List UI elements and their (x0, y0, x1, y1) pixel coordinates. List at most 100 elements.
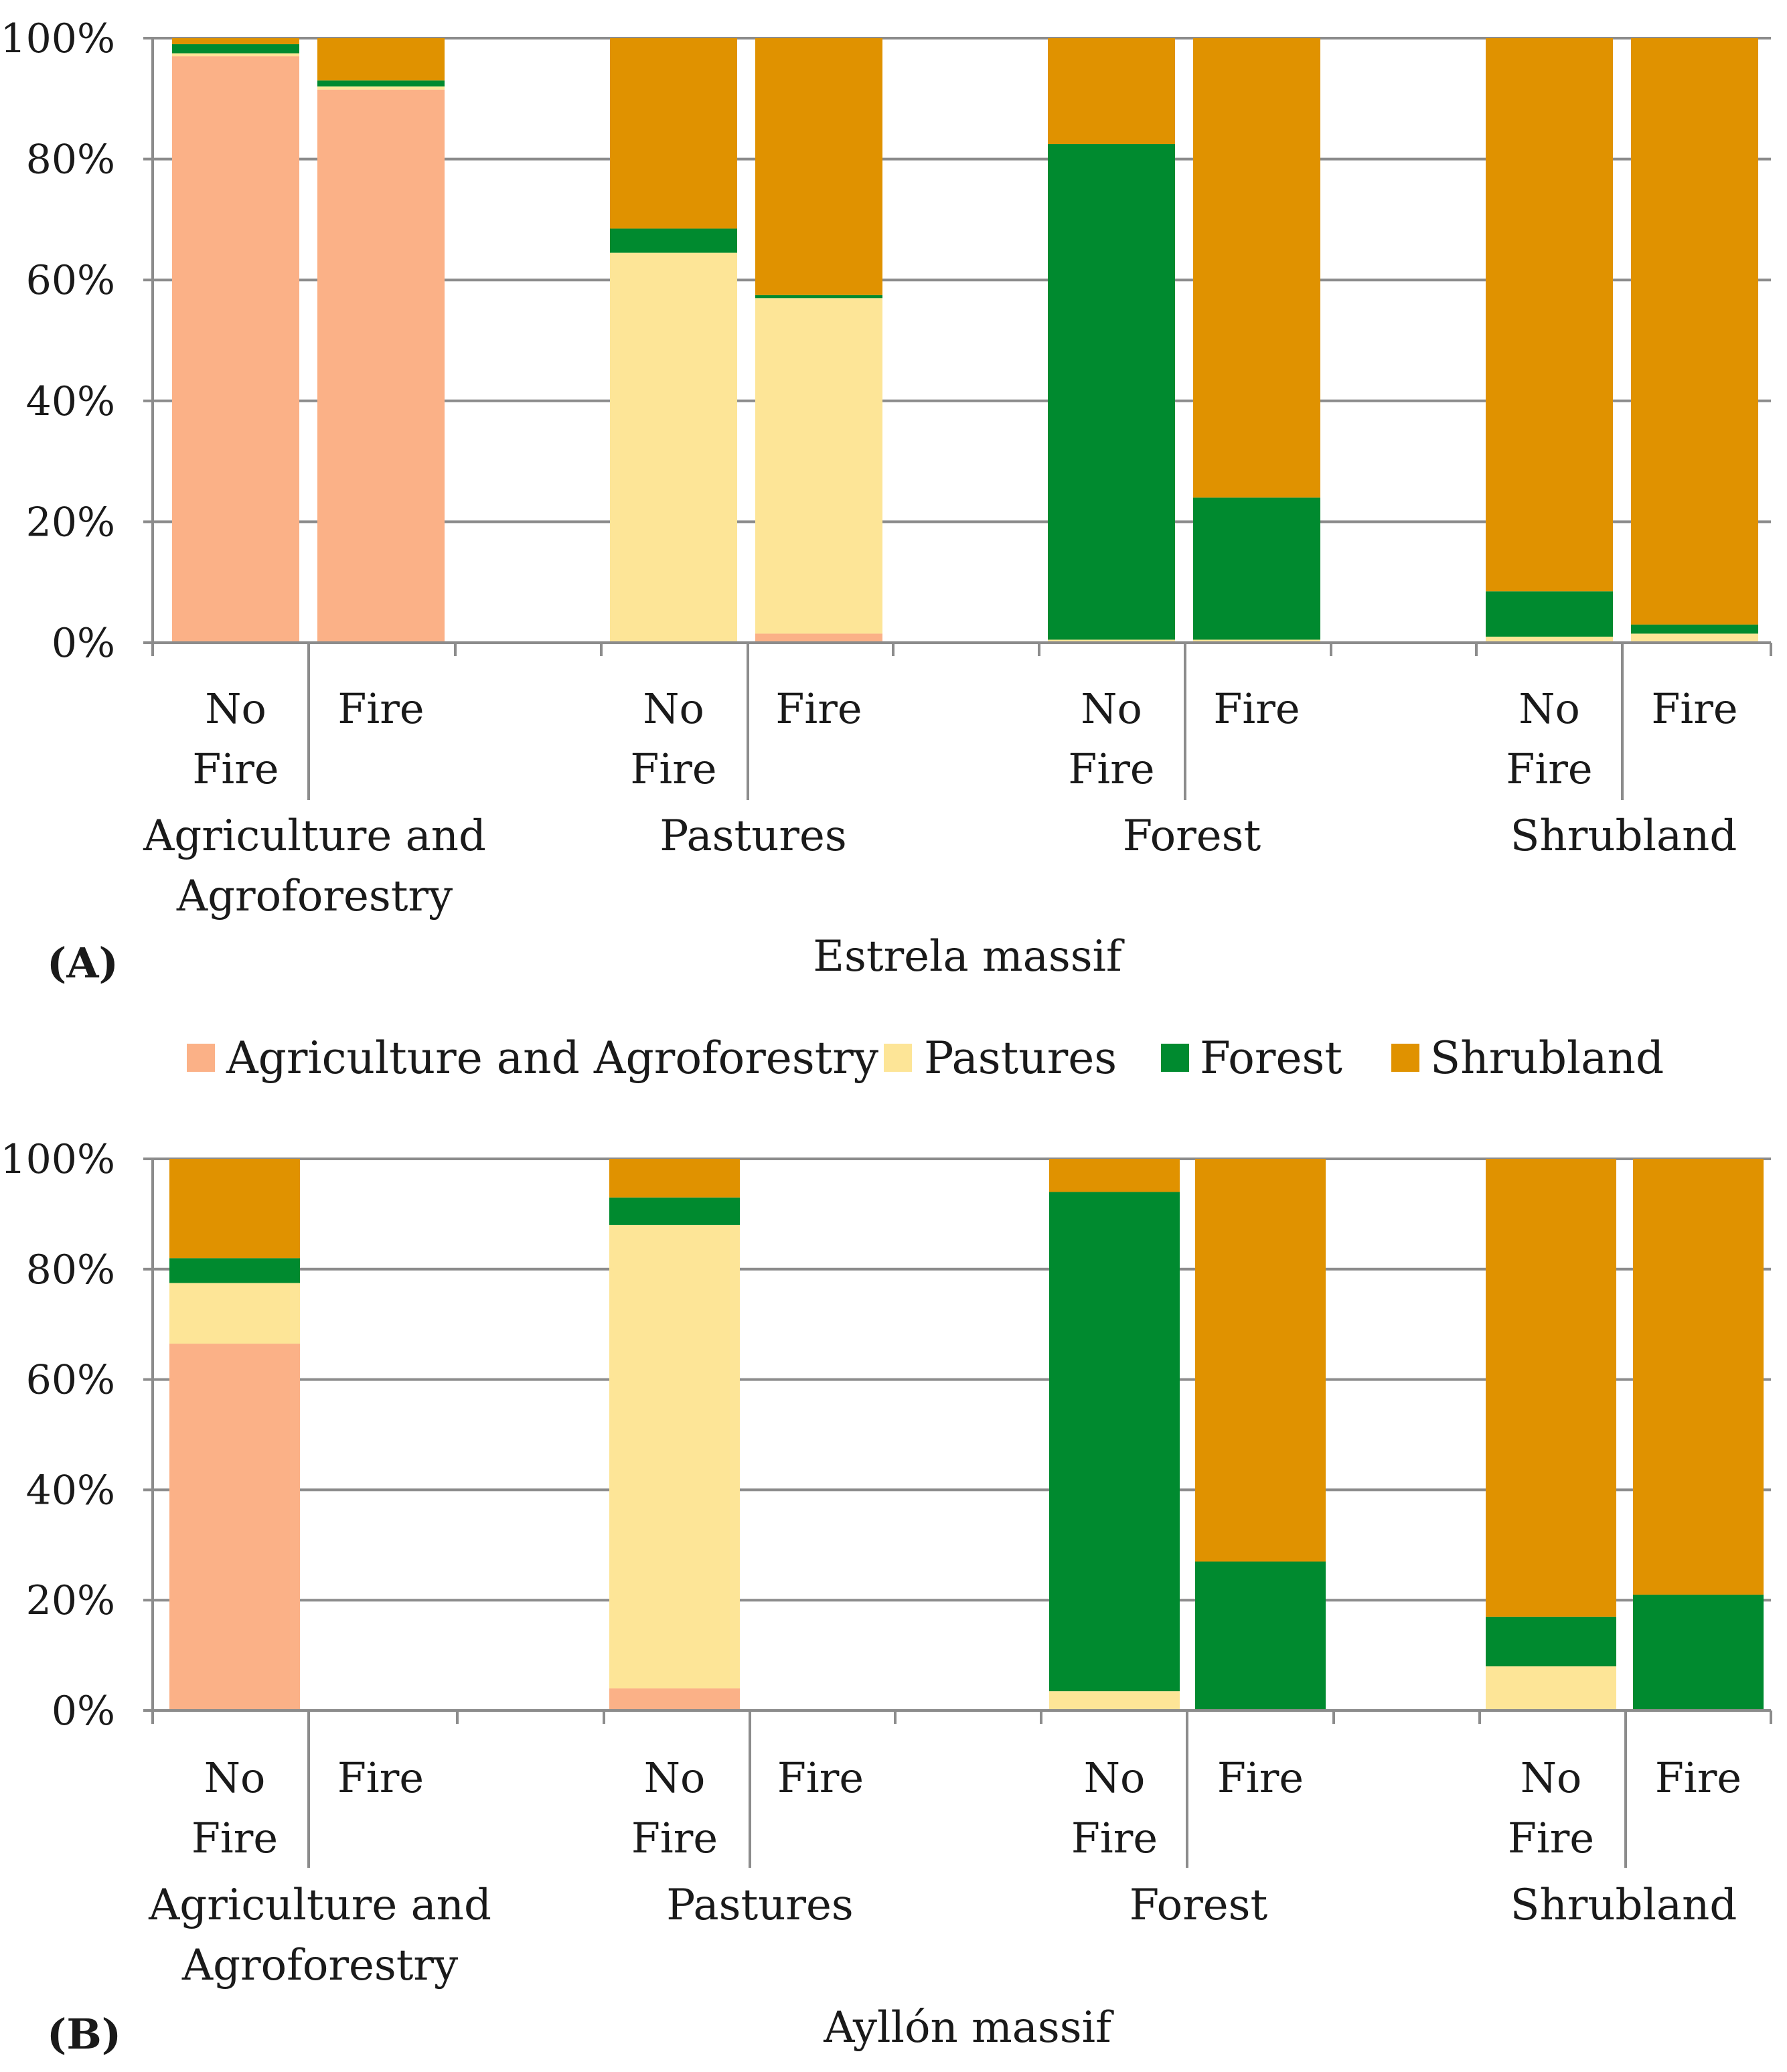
x-group-label: Shrubland (1510, 811, 1737, 861)
bar-segment-shrubland (169, 1159, 300, 1259)
x-group-label: Agroforestry (181, 1941, 458, 1990)
y-tick-label: 100% (0, 1136, 115, 1183)
x-subcategory-label: Fire (775, 684, 862, 733)
bar-segment-forest (172, 44, 299, 54)
bar-segment-pastures (609, 1224, 740, 1689)
bar-segment-shrubland (1193, 38, 1320, 498)
bar-segment-pastures (1631, 633, 1758, 643)
x-subcategory-label: Fire (1508, 1814, 1594, 1862)
x-subcategory-label: Fire (1506, 744, 1592, 793)
legend: Agriculture and Agroforestry Pastures Fore… (187, 1032, 1664, 1084)
legend-label-forest: Forest (1200, 1032, 1342, 1084)
legend-label-agriculture-and-agroforestry: Agriculture and Agroforestry (226, 1032, 879, 1084)
x-subcategory-label: No (205, 684, 266, 733)
x-subcategory-label: Fire (777, 1753, 864, 1802)
bar-segment-forest (169, 1258, 300, 1283)
x-subcategory-label: No (644, 1753, 706, 1802)
bar-segment-forest (1486, 1616, 1616, 1667)
bar-segment-forest (1631, 624, 1758, 634)
bar-segment-shrubland (610, 38, 737, 229)
bar-segment-forest (1486, 591, 1613, 637)
legend-swatch-shrubland (1391, 1044, 1419, 1072)
x-subcategory-label: Fire (337, 684, 424, 733)
bar-segment-agriculture-and-agroforestry (172, 56, 299, 643)
y-tick-label: 20% (26, 1577, 115, 1624)
bar-segment-agriculture-and-agroforestry (317, 89, 445, 643)
x-subcategory-label: Fire (1217, 1753, 1304, 1802)
x-subcategory-label: No (1521, 1753, 1582, 1802)
x-group-label: Agroforestry (176, 872, 453, 921)
bar-segment-pastures (1486, 636, 1613, 643)
bar-segment-pastures (755, 298, 882, 634)
bar-segment-shrubland (1486, 1159, 1616, 1617)
x-subcategory-label: Fire (192, 744, 279, 793)
legend-swatch-agriculture-and-agroforestry (187, 1044, 215, 1072)
x-subcategory-label: No (204, 1753, 266, 1802)
bar-segment-shrubland (1049, 1159, 1180, 1192)
bar-segment-forest (1048, 144, 1175, 640)
x-subcategory-label: Fire (337, 1753, 424, 1802)
x-group-label: Pastures (666, 1881, 853, 1930)
panel-b-chart: 0% 20% 40% 60% 80% 100% No Fire Fire No Fire Fire No… (0, 1136, 1772, 2059)
x-group-label: Agriculture and (148, 1881, 491, 1930)
bar-segment-pastures (1049, 1691, 1180, 1710)
y-tick-label: 40% (26, 1467, 115, 1514)
bar-segment-pastures (610, 252, 737, 643)
y-tick-label: 60% (26, 257, 115, 304)
panel-letter: (B) (47, 2010, 121, 2059)
x-subcategory-label: Fire (191, 1814, 278, 1862)
bar-segment-forest (1195, 1561, 1326, 1710)
bar-segment-agriculture-and-agroforestry (755, 633, 882, 643)
y-tick-label: 0% (52, 620, 115, 667)
x-group-label: Forest (1130, 1881, 1268, 1930)
panel-letter: (A) (47, 939, 119, 987)
bar-segment-forest (755, 295, 882, 299)
chart-title: Ayllón massif (823, 2003, 1114, 2053)
bar-segment-shrubland (1633, 1159, 1764, 1595)
bar-segment-agriculture-and-agroforestry (169, 1344, 300, 1710)
x-subcategory-label: Fire (630, 744, 716, 793)
bar-segment-shrubland (609, 1159, 740, 1198)
x-subcategory-label: Fire (1068, 744, 1154, 793)
chart-title: Estrela massif (813, 932, 1125, 981)
x-subcategory-label: No (643, 684, 704, 733)
y-tick-label: 80% (26, 137, 115, 183)
bar-segment-pastures (172, 53, 299, 57)
y-tick-label: 20% (26, 499, 115, 546)
legend-swatch-pastures (884, 1044, 912, 1072)
y-tick-label: 60% (26, 1357, 115, 1404)
bar-segment-pastures (169, 1283, 300, 1344)
x-subcategory-label: No (1081, 684, 1142, 733)
bar-segment-shrubland (317, 38, 445, 81)
bar-segment-forest (1193, 497, 1320, 640)
x-group-label: Forest (1123, 811, 1261, 861)
bar-segment-shrubland (1195, 1159, 1326, 1562)
bar-segment-agriculture-and-agroforestry (609, 1688, 740, 1710)
bar-segment-shrubland (172, 38, 299, 45)
bar-segment-pastures (317, 86, 445, 90)
x-subcategory-label: Fire (1071, 1814, 1158, 1862)
panel-a-chart: 0% 20% 40% 60% 80% 100% No Fire Fire No Fire Fire No… (0, 15, 1772, 987)
legend-swatch-forest (1161, 1044, 1189, 1072)
x-group-label: Shrubland (1510, 1881, 1737, 1930)
bar-segment-pastures (1048, 639, 1175, 643)
bar-segment-forest (1049, 1192, 1180, 1692)
bar-segment-shrubland (1631, 38, 1758, 625)
bar-segment-forest (317, 80, 445, 87)
x-subcategory-label: Fire (1651, 684, 1737, 733)
bar-segment-forest (1633, 1594, 1764, 1710)
bar-segment-shrubland (1486, 38, 1613, 592)
y-tick-label: 40% (26, 378, 115, 425)
x-group-label: Agriculture and (143, 811, 486, 861)
x-subcategory-label: No (1519, 684, 1580, 733)
x-subcategory-label: Fire (1213, 684, 1300, 733)
legend-label-pastures: Pastures (924, 1032, 1117, 1084)
bar-segment-forest (610, 228, 737, 253)
y-tick-label: 100% (0, 15, 115, 62)
bar-segment-shrubland (755, 38, 882, 295)
bar-segment-pastures (1193, 639, 1320, 643)
bar-segment-shrubland (1048, 38, 1175, 145)
x-subcategory-label: No (1084, 1753, 1146, 1802)
bar-segment-pastures (1486, 1666, 1616, 1710)
